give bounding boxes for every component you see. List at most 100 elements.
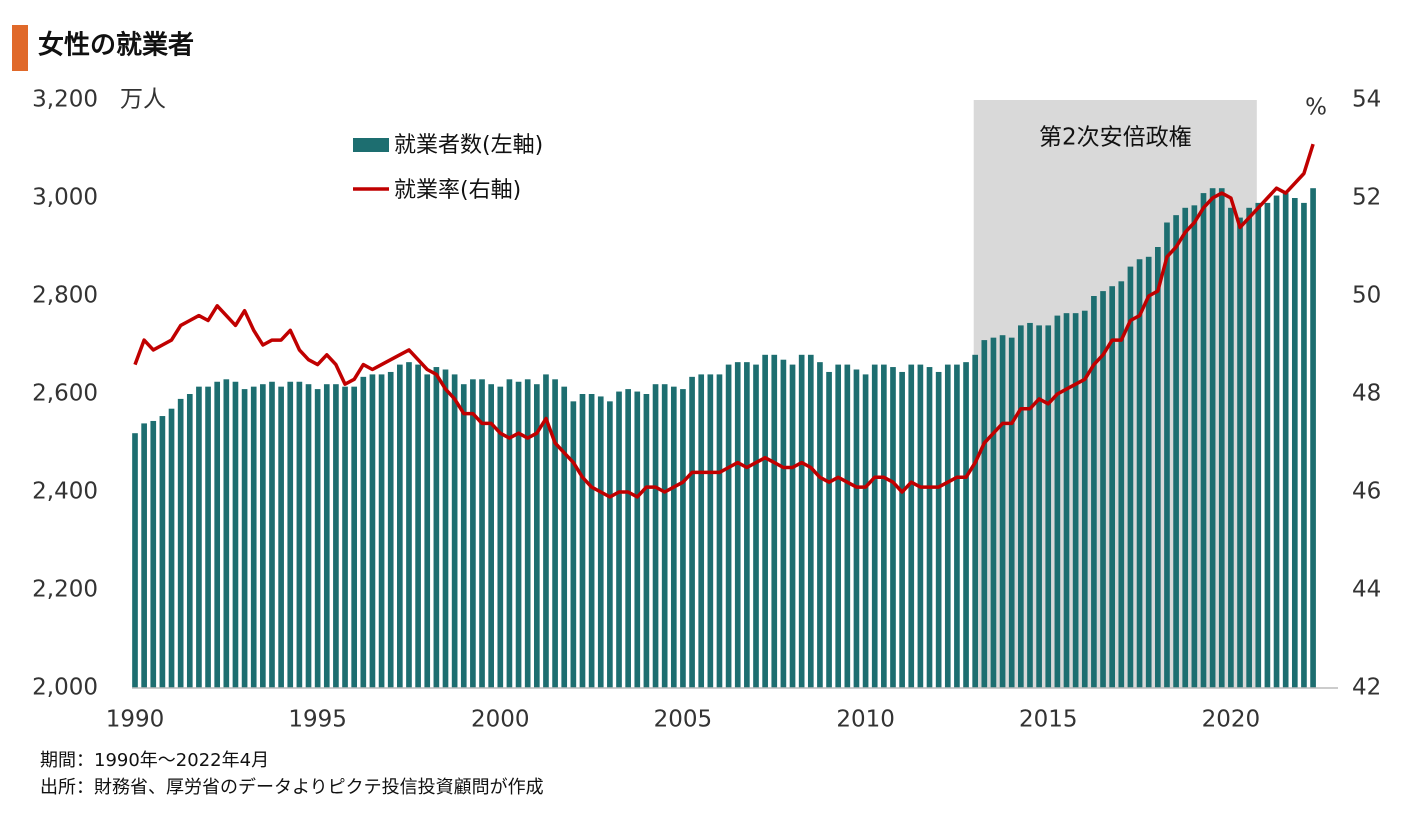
bar bbox=[826, 371, 832, 688]
bar bbox=[488, 384, 494, 688]
bar bbox=[634, 391, 641, 688]
bar bbox=[972, 354, 979, 688]
bar bbox=[1054, 315, 1061, 688]
bar bbox=[451, 374, 458, 688]
bar bbox=[296, 381, 303, 688]
bar bbox=[1072, 313, 1079, 688]
bar bbox=[652, 384, 659, 688]
bar bbox=[141, 423, 147, 688]
bar bbox=[506, 379, 513, 688]
bar bbox=[342, 386, 348, 688]
bar bbox=[698, 374, 705, 688]
bar bbox=[597, 396, 604, 688]
bar bbox=[1091, 296, 1097, 688]
title-accent bbox=[12, 25, 28, 71]
bar bbox=[908, 364, 915, 688]
bar bbox=[214, 381, 221, 688]
y2-tick-label: 42 bbox=[1352, 675, 1381, 701]
bar bbox=[1301, 202, 1307, 688]
bar bbox=[680, 389, 686, 688]
bar bbox=[734, 362, 741, 688]
rate-line bbox=[133, 143, 1315, 499]
bar bbox=[406, 362, 412, 688]
bar bbox=[333, 384, 339, 688]
bar bbox=[926, 367, 933, 688]
bar bbox=[643, 394, 650, 688]
bar bbox=[1081, 310, 1088, 688]
x-tick-label: 2000 bbox=[471, 707, 530, 733]
bar bbox=[533, 384, 540, 688]
bar bbox=[497, 386, 504, 688]
bar bbox=[716, 374, 723, 688]
x-tick-label: 1990 bbox=[106, 707, 165, 733]
bar bbox=[789, 364, 796, 688]
bar bbox=[1118, 281, 1125, 688]
bar bbox=[1045, 325, 1052, 688]
bar bbox=[689, 376, 695, 688]
bar bbox=[999, 335, 1006, 688]
bar bbox=[323, 384, 330, 688]
bar bbox=[424, 374, 431, 688]
bar bbox=[460, 384, 467, 688]
plot-layer bbox=[132, 100, 1316, 689]
bar bbox=[351, 386, 358, 688]
bar bbox=[944, 364, 951, 688]
bar bbox=[260, 384, 266, 688]
bar bbox=[515, 381, 522, 688]
bar bbox=[935, 371, 942, 688]
bar bbox=[588, 394, 595, 688]
bar bbox=[661, 384, 668, 688]
y-tick-label: 3,200 bbox=[32, 87, 98, 113]
bar bbox=[579, 394, 586, 688]
bar bbox=[269, 381, 275, 688]
bar bbox=[954, 364, 960, 688]
legend-swatch bbox=[353, 138, 389, 152]
bar bbox=[1136, 259, 1143, 688]
bar bbox=[844, 364, 851, 688]
bar bbox=[132, 433, 138, 688]
bar bbox=[1036, 325, 1042, 688]
bar bbox=[835, 364, 842, 688]
bar bbox=[1182, 207, 1189, 689]
bar bbox=[232, 381, 239, 688]
bar bbox=[817, 362, 823, 688]
bar bbox=[1218, 188, 1225, 688]
bar bbox=[607, 401, 613, 688]
bar bbox=[771, 354, 778, 688]
bar bbox=[853, 369, 860, 688]
bar bbox=[397, 364, 403, 688]
chart-title: 女性の就業者 bbox=[38, 30, 194, 61]
bar bbox=[1228, 207, 1234, 689]
y-tick-label: 3,000 bbox=[32, 185, 98, 211]
bar bbox=[1209, 188, 1216, 688]
bar bbox=[570, 401, 577, 688]
bar bbox=[1164, 222, 1170, 688]
bar bbox=[378, 374, 385, 688]
bar bbox=[305, 384, 312, 688]
bar bbox=[981, 340, 988, 688]
bar bbox=[1173, 215, 1179, 688]
bar bbox=[415, 364, 421, 688]
bar bbox=[871, 364, 878, 688]
bar bbox=[807, 354, 814, 688]
note: 期間：1990年～2022年4月 bbox=[40, 750, 269, 771]
bar bbox=[1255, 202, 1262, 688]
y2-unit: % bbox=[1305, 95, 1327, 121]
x-tick-label: 2005 bbox=[654, 707, 713, 733]
bar bbox=[250, 386, 257, 688]
y2-tick-label: 52 bbox=[1352, 185, 1381, 211]
bar bbox=[150, 420, 157, 688]
bar bbox=[543, 374, 549, 688]
bar bbox=[1145, 256, 1152, 688]
bar bbox=[1100, 291, 1106, 688]
bar bbox=[1237, 217, 1243, 688]
bar bbox=[433, 367, 440, 688]
bar bbox=[159, 416, 166, 688]
bar bbox=[1310, 188, 1316, 688]
bar bbox=[725, 364, 732, 688]
bar bbox=[314, 389, 321, 688]
bar bbox=[1246, 207, 1252, 689]
bar bbox=[1200, 193, 1207, 688]
bar bbox=[1063, 313, 1070, 688]
bar bbox=[1154, 247, 1161, 688]
